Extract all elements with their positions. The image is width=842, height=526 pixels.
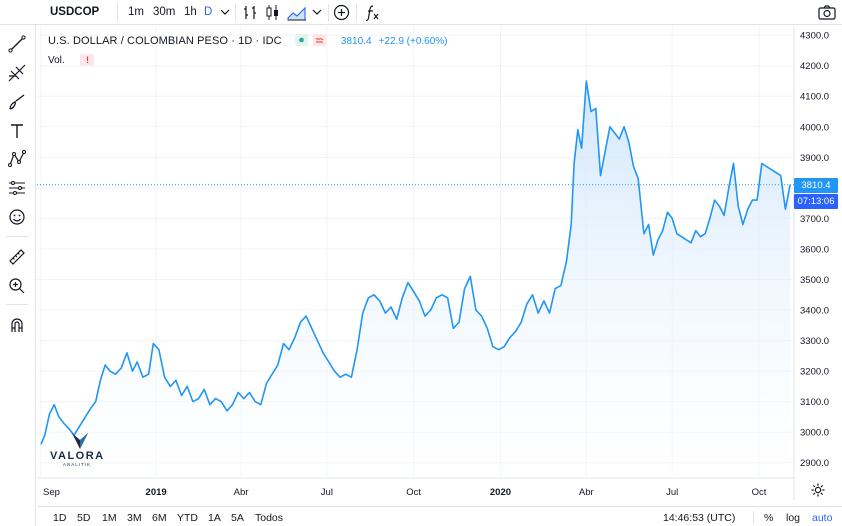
x-tick-label: Jul [666, 487, 678, 498]
last-price-tag: 3810.4 [794, 177, 838, 193]
candles-chart-icon[interactable] [264, 4, 281, 21]
y-tick-label: 4000.0 [800, 122, 829, 133]
top-toolbar: USDCOP 1m 30m 1h D [0, 0, 842, 25]
interval-1h-button[interactable]: 1h [184, 6, 197, 18]
drawing-toolbar [0, 0, 36, 526]
log-scale-button[interactable]: log [786, 512, 801, 524]
x-tick-label: Sep [43, 487, 60, 498]
symbol-search-button[interactable]: USDCOP [50, 6, 100, 18]
range-1d-button[interactable]: 1D [53, 512, 67, 524]
range-ytd-button[interactable]: YTD [177, 512, 198, 524]
market-status-badge[interactable] [294, 34, 308, 46]
range-6m-button[interactable]: 6M [152, 512, 167, 524]
logo-subtitle: ANALITIK [63, 462, 92, 467]
percent-scale-button[interactable]: % [764, 512, 774, 524]
x-tick-label: Oct [752, 487, 767, 498]
text-icon[interactable] [7, 121, 27, 141]
x-tick-label: Abr [234, 487, 249, 498]
delayed-data-badge[interactable] [312, 34, 326, 46]
bars-chart-icon[interactable] [242, 4, 259, 21]
x-tick-label: Abr [579, 487, 594, 498]
y-tick-label: 3400.0 [800, 306, 829, 317]
x-tick-label: Oct [406, 487, 421, 498]
range-1m-button[interactable]: 1M [102, 512, 117, 524]
price-chart[interactable]: 2900.0 3000.0 3100.0 3200.0 3300.0 3400.0 3500… [37, 26, 842, 500]
compare-add-icon[interactable] [333, 4, 350, 21]
x-tick-label: 2020 [490, 487, 511, 498]
y-tick-label: 3100.0 [800, 397, 829, 408]
countdown-tag: 07:13:06 [794, 193, 838, 209]
camera-icon[interactable] [817, 4, 837, 21]
symbol-title: U.S. DOLLAR / COLOMBIAN PESO · 1D · IDC [48, 35, 282, 47]
y-tick-label: 4100.0 [800, 92, 829, 103]
range-5d-button[interactable]: 5D [77, 512, 91, 524]
market-open-icon [298, 37, 304, 43]
volume-label: Vol. [48, 55, 65, 66]
interval-d-button[interactable]: D [204, 6, 213, 18]
delay-wave-icon [315, 38, 324, 43]
interval-30m-button[interactable]: 30m [153, 6, 176, 18]
clock-timezone-button[interactable]: 14:46:53 (UTC) [663, 512, 736, 524]
volume-warning-icon[interactable]: ! [80, 54, 95, 66]
chart-pane[interactable]: 2900.0 3000.0 3100.0 3200.0 3300.0 3400.0 3500… [37, 26, 842, 500]
volume-legend: Vol. ! [48, 54, 95, 66]
y-tick-label: 3000.0 [800, 428, 829, 439]
x-tick-label: Jul [321, 487, 333, 498]
y-tick-label: 3300.0 [800, 336, 829, 347]
price-area-fill [41, 81, 791, 478]
logo-name: VALORA [50, 450, 105, 462]
y-tick-label: 3200.0 [800, 367, 829, 378]
x-tick-label: 2019 [146, 487, 167, 498]
auto-scale-button[interactable]: auto [812, 512, 833, 524]
pattern-icon[interactable] [7, 149, 27, 169]
y-tick-label: 4200.0 [800, 61, 829, 72]
valora-logo: VALORA ANALITIK [50, 432, 110, 467]
prediction-icon[interactable] [7, 178, 27, 198]
y-tick-label: 4300.0 [800, 31, 829, 42]
interval-1m-button[interactable]: 1m [128, 6, 144, 18]
legend-change: +22.9 (+0.60%) [378, 36, 448, 47]
ruler-icon[interactable] [7, 247, 27, 267]
y-tick-label: 3700.0 [800, 214, 829, 225]
legend-last-price: 3810.4 [340, 36, 372, 47]
range-all-button[interactable]: Todos [255, 512, 284, 524]
area-chart-icon[interactable] [287, 4, 307, 21]
y-tick-label: 3600.0 [800, 244, 829, 255]
y-tick-label: 3500.0 [800, 275, 829, 286]
brush-icon[interactable] [7, 92, 27, 112]
chevron-down-icon[interactable] [311, 6, 323, 18]
valora-logo-mark [72, 433, 88, 449]
emoji-icon[interactable] [7, 207, 27, 227]
range-1a-button[interactable]: 1A [208, 512, 221, 524]
range-3m-button[interactable]: 3M [127, 512, 142, 524]
gann-fib-icon[interactable] [7, 63, 27, 83]
y-tick-label: 2900.0 [800, 458, 829, 469]
zoom-in-icon[interactable] [7, 276, 27, 296]
trend-line-icon[interactable] [7, 34, 27, 54]
chart-legend: U.S. DOLLAR / COLOMBIAN PESO · 1D · IDC … [48, 34, 448, 47]
y-tick-label: 3900.0 [800, 153, 829, 164]
fx-icon[interactable] [364, 4, 381, 21]
chevron-down-icon[interactable] [219, 6, 231, 18]
range-5a-button[interactable]: 5A [231, 512, 244, 524]
magnet-icon[interactable] [7, 315, 27, 335]
gear-icon[interactable] [810, 482, 826, 498]
price-line [40, 80, 791, 445]
bottom-toolbar: 1D 5D 1M 3M 6M YTD 1A 5A Todos 14:46:53 … [37, 506, 842, 526]
